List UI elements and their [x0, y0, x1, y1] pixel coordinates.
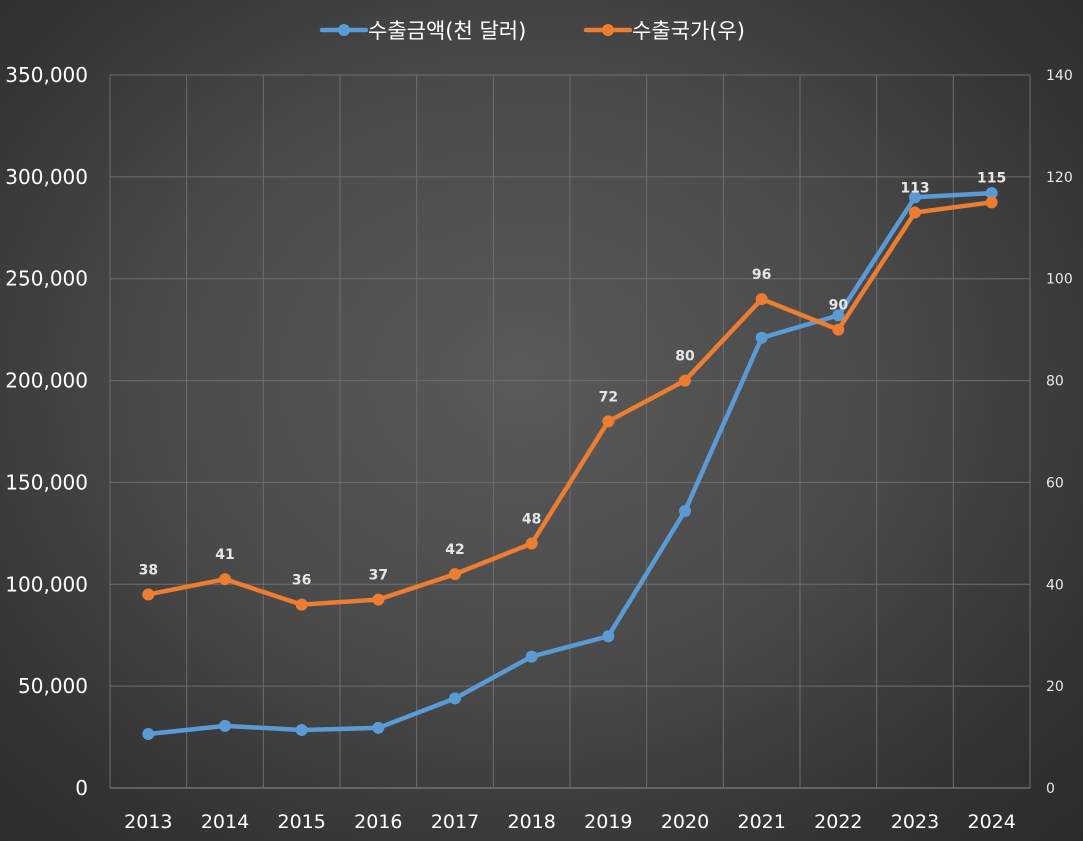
x-axis-tick-label: 2024	[967, 811, 1015, 833]
series-2-point	[755, 293, 768, 306]
x-axis-tick-label: 2017	[431, 811, 479, 833]
series-2-point	[372, 593, 385, 606]
series-1-point	[525, 650, 538, 663]
legend-label: 수출국가(우)	[632, 19, 745, 43]
x-axis-tick-label: 2015	[277, 811, 325, 833]
left-axis-tick-label: 100,000	[5, 572, 88, 596]
right-axis-tick-label: 100	[1046, 272, 1073, 288]
series-1-point	[985, 187, 998, 200]
x-axis: 2013 2014 2015 2016 2017 2018 2019 2020 2021 2022…	[124, 811, 1016, 833]
x-axis-tick-label: 2023	[891, 811, 939, 833]
legend-marker-swatch	[602, 24, 614, 36]
series-1-point	[295, 723, 308, 736]
series-1-point	[909, 191, 921, 204]
left-axis-tick-label: 350,000	[5, 63, 88, 87]
series-2-point	[909, 206, 921, 219]
data-label: 90	[829, 298, 849, 314]
right-axis-tick-label: 140	[1046, 68, 1073, 84]
series-2-point	[985, 196, 998, 209]
data-label: 80	[675, 349, 695, 365]
data-label: 113	[900, 181, 929, 197]
series-2-point	[219, 573, 231, 586]
right-axis-tick-label: 80	[1046, 374, 1064, 390]
right-axis-tick-label: 20	[1046, 679, 1064, 695]
legend-label: 수출금액(천 달러)	[368, 19, 526, 43]
x-axis-tick-label: 2022	[814, 811, 862, 833]
series-1-point	[219, 719, 231, 732]
left-axis-tick-label: 150,000	[5, 470, 88, 494]
left-axis-tick-label: 250,000	[5, 267, 88, 291]
series-1-point	[755, 331, 768, 344]
grid-lines	[109, 74, 1031, 789]
series-line-2	[146, 200, 994, 607]
series-1-point	[602, 630, 615, 643]
series-line-1	[146, 190, 994, 737]
left-axis-tick-label: 200,000	[5, 369, 88, 393]
data-label: 37	[369, 568, 388, 584]
series-1-point	[832, 309, 845, 322]
x-axis-tick-label: 2021	[737, 811, 785, 833]
x-axis-tick-label: 2014	[201, 811, 249, 833]
data-label: 41	[215, 547, 234, 563]
series-2-point	[679, 374, 691, 387]
right-axis-tick-label: 120	[1046, 170, 1073, 186]
legend-marker-swatch	[338, 24, 350, 36]
legend-item-2: 수출국가(우)	[583, 19, 745, 43]
x-axis-tick-label: 2020	[661, 811, 709, 833]
series-2-point	[142, 588, 155, 601]
data-label: 96	[752, 267, 771, 283]
left-axis-tick-label: 50,000	[18, 674, 88, 698]
data-label: 36	[292, 573, 311, 589]
series-1-point	[372, 721, 385, 734]
right-y-axis: 0 20 40 60 80 100 120 140	[1046, 68, 1073, 797]
x-axis-tick-label: 2013	[124, 811, 172, 833]
data-label: 72	[599, 389, 618, 405]
data-label: 42	[445, 542, 464, 558]
series-1-point	[449, 692, 461, 705]
series-2-point	[602, 415, 615, 428]
right-axis-tick-label: 40	[1046, 577, 1064, 593]
series-2-point	[295, 598, 308, 611]
series-lines	[142, 187, 998, 741]
legend-item-1: 수출금액(천 달러)	[319, 19, 526, 43]
data-label: 115	[977, 170, 1006, 186]
left-axis-tick-label: 300,000	[5, 165, 88, 189]
data-labels: 38 41 36 37 42 48 72 80 96 90 113 115	[139, 170, 1007, 588]
series-1-point	[679, 504, 691, 517]
left-y-axis: 0 50,000 100,000 150,000 200,000 250,000 300,0…	[5, 63, 88, 800]
x-axis-tick-label: 2019	[584, 811, 632, 833]
series-2-point	[832, 323, 845, 336]
right-axis-tick-label: 60	[1046, 475, 1064, 491]
x-axis-tick-label: 2016	[354, 811, 402, 833]
data-label: 38	[139, 562, 158, 578]
series-1-point	[142, 728, 155, 741]
series-2-point	[449, 568, 461, 581]
left-axis-tick-label: 0	[75, 776, 88, 800]
x-axis-tick-label: 2018	[507, 811, 555, 833]
chart-legend: 수출금액(천 달러) 수출국가(우)	[319, 19, 745, 43]
right-axis-tick-label: 0	[1046, 781, 1055, 797]
series-2-point	[525, 537, 538, 550]
data-label: 48	[522, 512, 541, 528]
